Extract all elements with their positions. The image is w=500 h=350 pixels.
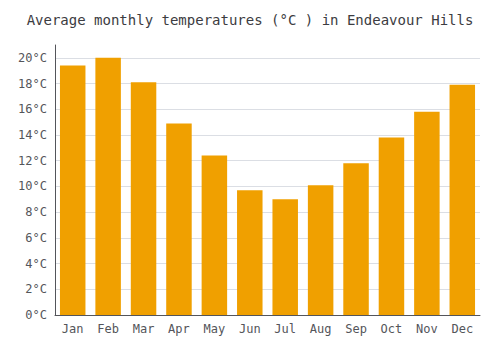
svg-text:Jun: Jun — [239, 322, 261, 336]
svg-text:10°C: 10°C — [18, 179, 47, 193]
svg-text:Jan: Jan — [62, 322, 84, 336]
svg-text:May: May — [204, 322, 226, 336]
svg-text:6°C: 6°C — [25, 231, 47, 245]
svg-text:Nov: Nov — [416, 322, 438, 336]
svg-text:Oct: Oct — [381, 322, 403, 336]
svg-text:Mar: Mar — [133, 322, 155, 336]
svg-text:8°C: 8°C — [25, 205, 47, 219]
svg-text:20°C: 20°C — [18, 51, 47, 65]
svg-text:16°C: 16°C — [18, 102, 47, 116]
svg-text:Jul: Jul — [274, 322, 296, 336]
svg-text:0°C: 0°C — [25, 308, 47, 322]
svg-text:12°C: 12°C — [18, 154, 47, 168]
svg-text:18°C: 18°C — [18, 77, 47, 91]
svg-text:Feb: Feb — [97, 322, 119, 336]
svg-text:2°C: 2°C — [25, 282, 47, 296]
svg-text:Aug: Aug — [310, 322, 332, 336]
svg-text:14°C: 14°C — [18, 128, 47, 142]
svg-text:Sep: Sep — [345, 322, 367, 336]
svg-text:Dec: Dec — [451, 322, 473, 336]
svg-text:Apr: Apr — [168, 322, 190, 336]
svg-text:Average monthly temperatures (: Average monthly temperatures (°C ) in En… — [27, 12, 474, 28]
svg-text:4°C: 4°C — [25, 257, 47, 271]
